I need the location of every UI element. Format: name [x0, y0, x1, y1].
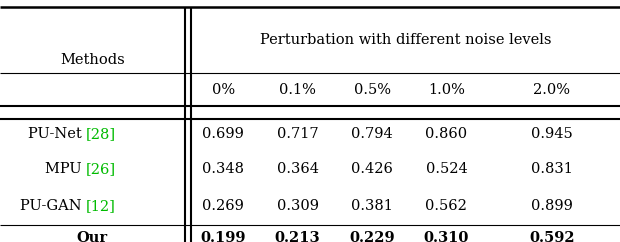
Text: 0.945: 0.945 — [531, 127, 573, 141]
Text: 0.229: 0.229 — [349, 231, 395, 242]
Text: 0.199: 0.199 — [200, 231, 246, 242]
Text: Perturbation with different noise levels: Perturbation with different noise levels — [260, 33, 551, 47]
Text: 0.348: 0.348 — [202, 162, 244, 176]
Text: MPU: MPU — [45, 162, 86, 176]
Text: 0.592: 0.592 — [529, 231, 575, 242]
Text: 0.717: 0.717 — [277, 127, 319, 141]
Text: Methods: Methods — [60, 53, 125, 67]
Text: 0.562: 0.562 — [425, 199, 467, 213]
Text: [28]: [28] — [86, 127, 117, 141]
Text: 1.0%: 1.0% — [428, 83, 465, 97]
Text: 0.309: 0.309 — [277, 199, 319, 213]
Text: [26]: [26] — [86, 162, 117, 176]
Text: 0.426: 0.426 — [351, 162, 393, 176]
Text: 0.1%: 0.1% — [279, 83, 316, 97]
Text: PU-Net: PU-Net — [28, 127, 86, 141]
Text: 0.794: 0.794 — [351, 127, 393, 141]
Text: 0.213: 0.213 — [275, 231, 321, 242]
Text: 0.899: 0.899 — [531, 199, 573, 213]
Text: 0.310: 0.310 — [423, 231, 469, 242]
Text: Our: Our — [77, 231, 108, 242]
Text: 0.699: 0.699 — [202, 127, 244, 141]
Text: 0%: 0% — [211, 83, 235, 97]
Text: [12]: [12] — [86, 199, 116, 213]
Text: 2.0%: 2.0% — [533, 83, 570, 97]
Text: 0.381: 0.381 — [351, 199, 393, 213]
Text: PU-GAN: PU-GAN — [20, 199, 86, 213]
Text: 0.364: 0.364 — [277, 162, 319, 176]
Text: 0.860: 0.860 — [425, 127, 467, 141]
Text: 0.269: 0.269 — [202, 199, 244, 213]
Text: 0.5%: 0.5% — [353, 83, 391, 97]
Text: 0.831: 0.831 — [531, 162, 573, 176]
Text: 0.524: 0.524 — [425, 162, 467, 176]
